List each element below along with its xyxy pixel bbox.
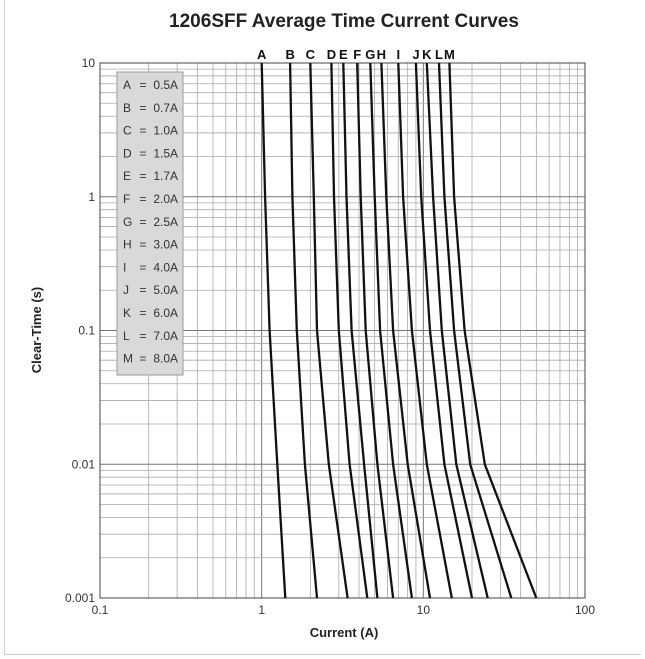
curve-l: [437, 62, 513, 599]
legend-equals: =: [139, 260, 146, 274]
legend-value: 6.0A: [153, 306, 178, 320]
curve-label-f: F: [353, 47, 361, 62]
curve-b: [288, 62, 319, 599]
plot-border: [99, 62, 586, 599]
legend-equals: =: [139, 283, 146, 297]
legend-value: 3.0A: [153, 238, 178, 252]
curve-label-k: K: [422, 47, 432, 62]
curve-a: [260, 62, 287, 599]
curve-e: [342, 62, 379, 599]
curve-f: [356, 62, 395, 599]
curve-label-e: E: [339, 47, 348, 62]
legend-equals: =: [139, 352, 146, 366]
y-tick-label: 10: [82, 56, 96, 70]
legend-key: B: [123, 101, 131, 115]
legend-value: 2.0A: [153, 192, 178, 206]
legend-equals: =: [139, 101, 146, 115]
legend-value: 1.5A: [153, 146, 178, 160]
legend-box: [116, 71, 184, 376]
legend-value: 7.0A: [153, 329, 178, 343]
curve-label-j: J: [412, 47, 419, 62]
curve-i: [397, 62, 453, 599]
legend-key: I: [123, 260, 126, 274]
curve-g: [369, 62, 414, 599]
legend-value: 0.7A: [153, 101, 178, 115]
y-tick-labels: 0.001 0.01 0.1 1 10: [65, 56, 95, 605]
curve-label-b: B: [285, 47, 294, 62]
legend-key: D: [123, 146, 132, 160]
x-tick-label: 0.1: [92, 603, 109, 617]
legend-equals: =: [139, 146, 146, 160]
chart-title: 1206SFF Average Time Current Curves: [169, 11, 519, 32]
y-tick-label: 0.1: [78, 324, 95, 338]
legend-key: A: [123, 78, 131, 92]
legend-equals: =: [139, 306, 146, 320]
curve-label-c: C: [306, 47, 316, 62]
curve-c: [309, 62, 349, 599]
curve-label-m: M: [444, 47, 455, 62]
curve-d: [330, 62, 369, 599]
curve-label-a: A: [257, 47, 267, 62]
legend: A = 0.5A B = 0.7A C = 1.0A D = 1.5A E = 1.7A F = 2.0A G = 2.…: [116, 71, 184, 376]
legend-value: 5.0A: [153, 283, 178, 297]
curve-h: [380, 62, 432, 599]
legend-value: 4.0A: [153, 260, 178, 274]
curve-label-g: G: [365, 47, 375, 62]
legend-key: M: [123, 352, 133, 366]
legend-key: H: [123, 238, 132, 252]
legend-equals: =: [139, 238, 146, 252]
legend-equals: =: [139, 192, 146, 206]
y-tick-label: 0.001: [65, 591, 95, 605]
legend-value: 8.0A: [153, 352, 178, 366]
legend-equals: =: [139, 124, 146, 138]
curve-label-h: H: [377, 47, 386, 62]
x-tick-label: 10: [417, 603, 431, 617]
y-tick-label: 1: [88, 190, 95, 204]
legend-value: 2.5A: [153, 215, 178, 229]
legend-equals: =: [139, 78, 146, 92]
legend-equals: =: [139, 169, 146, 183]
chart-frame: [4, 0, 641, 655]
y-tick-label: 0.01: [72, 457, 96, 471]
legend-value: 1.0A: [153, 124, 178, 138]
curves: [260, 62, 538, 599]
legend-equals: =: [139, 329, 146, 343]
curve-m: [448, 62, 538, 599]
curve-label-l: L: [435, 47, 443, 62]
legend-equals: =: [139, 215, 146, 229]
legend-key: K: [123, 306, 131, 320]
grid-lines: [99, 63, 585, 599]
x-tick-label: 1: [258, 603, 265, 617]
legend-key: J: [123, 283, 129, 297]
curve-j: [414, 62, 474, 599]
legend-key: F: [123, 192, 130, 206]
legend-key: G: [123, 215, 132, 229]
curve-label-d: D: [327, 47, 336, 62]
legend-key: C: [123, 124, 132, 138]
legend-key: L: [123, 329, 130, 343]
legend-value: 1.7A: [153, 169, 178, 183]
curve-label-i: I: [396, 47, 400, 62]
x-tick-label: 100: [575, 603, 595, 617]
x-axis-title: Current (A): [310, 625, 379, 640]
legend-value: 0.5A: [153, 78, 178, 92]
y-axis-title: Clear-Time (s): [29, 287, 44, 373]
curve-k: [425, 62, 489, 599]
x-tick-labels: 0.1 1 10 100: [92, 603, 596, 617]
legend-key: E: [123, 169, 131, 183]
